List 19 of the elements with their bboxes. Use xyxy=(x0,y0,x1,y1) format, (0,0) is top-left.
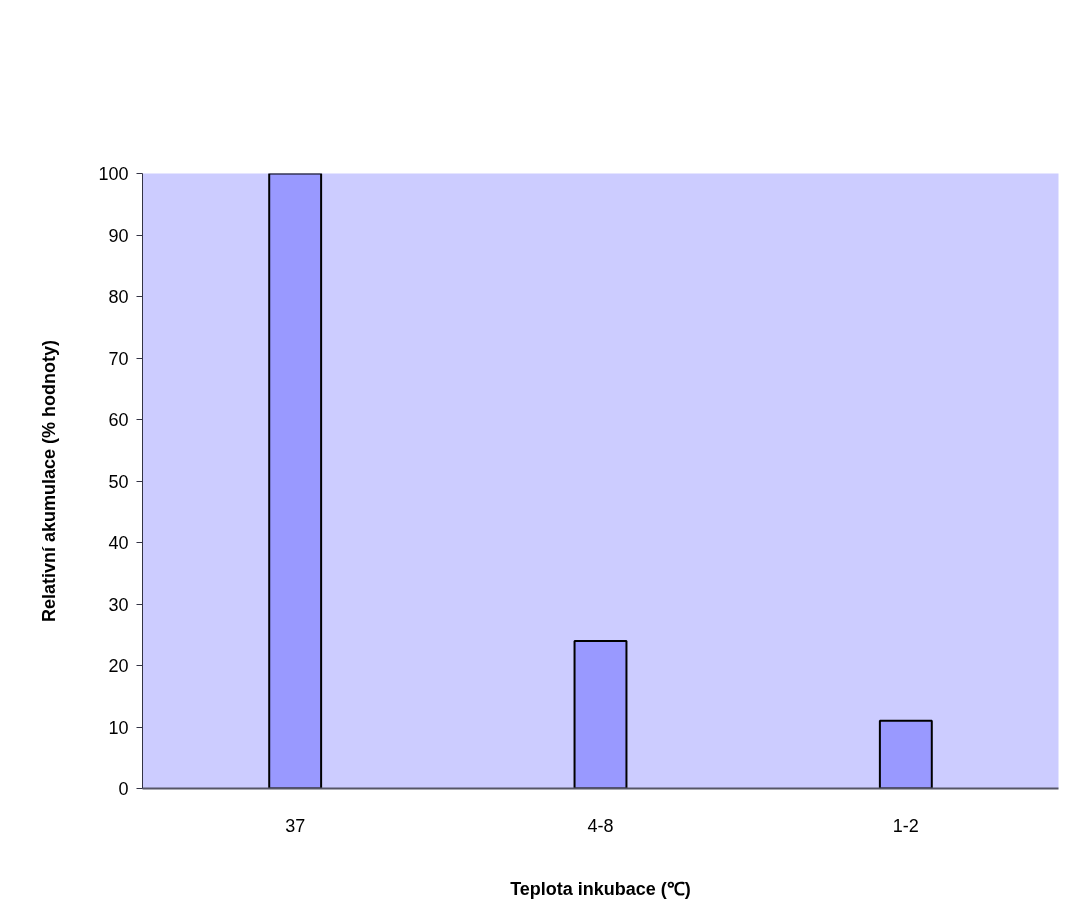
x-axis-title: Teplota inkubace (℃) xyxy=(510,878,691,899)
x-tick-label: 1-2 xyxy=(892,815,919,836)
bar xyxy=(878,719,933,789)
y-tick-label: 80 xyxy=(108,287,129,307)
bar xyxy=(268,173,323,789)
y-tick-label: 100 xyxy=(98,164,129,184)
y-tick-label: 0 xyxy=(118,779,129,799)
x-tick-label: 4-8 xyxy=(587,815,614,836)
x-tick-label: 37 xyxy=(285,815,306,836)
y-tick-label: 40 xyxy=(108,533,129,553)
bar xyxy=(573,639,628,789)
y-axis-title: Relativní akumulace (% hodnoty) xyxy=(39,339,60,623)
y-tick-label: 70 xyxy=(108,348,129,369)
y-tick-label: 50 xyxy=(108,471,129,492)
y-tick-label: 60 xyxy=(108,410,129,430)
y-tick-label: 30 xyxy=(108,594,129,615)
y-tick-label: 10 xyxy=(108,717,129,738)
y-tick-label: 20 xyxy=(108,656,129,676)
y-tick-label: 90 xyxy=(108,225,129,246)
